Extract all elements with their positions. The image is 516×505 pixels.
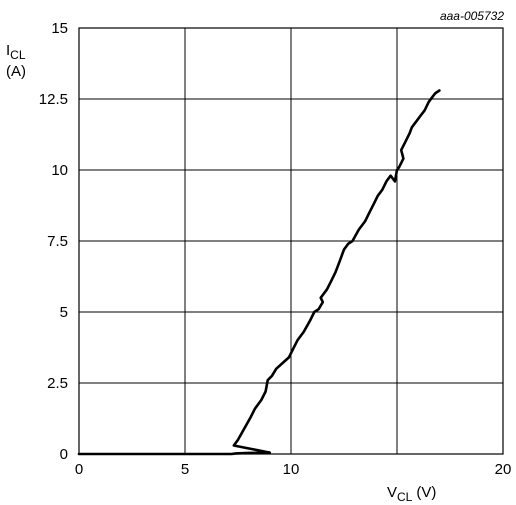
y-tick-label: 5 bbox=[60, 304, 68, 321]
y-tick-label: 2.5 bbox=[47, 375, 68, 392]
y-tick-label: 10 bbox=[51, 162, 68, 179]
x-tick-label: 5 bbox=[181, 461, 189, 478]
x-tick-label: 10 bbox=[283, 461, 300, 478]
y-axis-label-sub: CL bbox=[10, 48, 26, 62]
y-axis-label-main: I bbox=[6, 42, 10, 59]
series-line-0 bbox=[77, 89, 441, 456]
x-axis-label-sub: CL bbox=[397, 490, 413, 504]
y-tick-label: 0 bbox=[60, 446, 68, 463]
figure-reference: aaa-005732 bbox=[440, 9, 504, 23]
y-axis-unit: (A) bbox=[6, 63, 26, 80]
x-tick-label: 0 bbox=[75, 461, 83, 478]
x-axis-label-main: V bbox=[387, 484, 397, 501]
y-tick-label: 15 bbox=[51, 20, 68, 37]
y-tick-label: 7.5 bbox=[47, 233, 68, 250]
plot-frame bbox=[78, 27, 504, 455]
y-tick-label: 12.5 bbox=[39, 91, 68, 108]
x-axis-label: VCL (V) bbox=[387, 484, 436, 504]
x-axis-label-unit: (V) bbox=[416, 484, 436, 501]
x-tick-label: 20 bbox=[495, 461, 512, 478]
y-axis-label: ICL bbox=[6, 42, 26, 62]
